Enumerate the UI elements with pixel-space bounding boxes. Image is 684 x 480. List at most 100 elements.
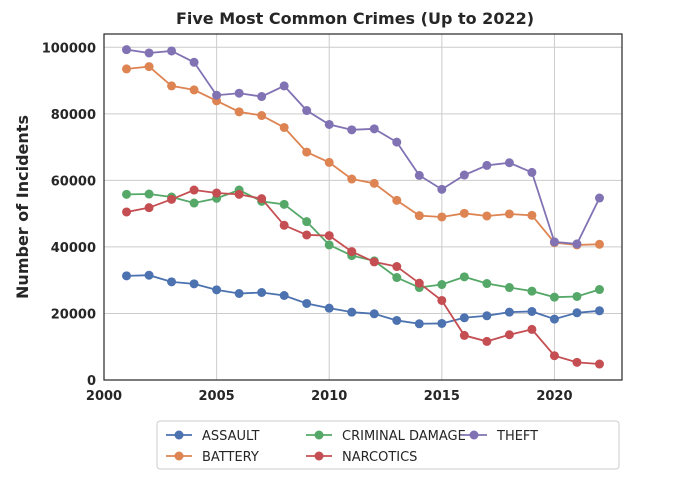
legend-label: CRIMINAL DAMAGE [342,429,466,444]
data-point-assault [324,303,334,313]
data-point-theft [347,125,357,135]
series-line-criminal-damage [126,189,600,299]
data-point-theft [392,137,402,147]
series-assault [122,270,604,329]
y-tick-label: 0 [87,374,96,389]
data-point-criminal-damage [189,198,199,208]
data-point-criminal-damage [392,273,402,283]
data-point-theft [234,88,244,98]
plot-frame [103,33,623,381]
data-point-battery [234,107,244,117]
data-point-assault [527,306,537,316]
data-point-criminal-damage [504,283,514,293]
data-point-narcotics [392,262,402,272]
legend-marker-dot [469,430,479,440]
series-lines [122,45,604,369]
series-theft [122,45,604,249]
legend-label: THEFT [496,429,538,444]
data-point-narcotics [257,194,267,204]
data-point-battery [594,239,604,249]
data-point-battery [144,62,154,72]
legend-marker-dot [174,451,184,461]
data-point-criminal-damage [324,240,334,250]
data-point-assault [437,318,447,328]
data-point-battery [324,157,334,167]
data-point-assault [212,285,222,295]
series-battery [122,62,604,250]
data-point-narcotics [437,295,447,305]
legend-item-criminal-damage: CRIMINAL DAMAGE [306,429,466,444]
data-point-theft [549,237,559,247]
data-point-theft [189,57,199,67]
x-tick-labels: 2000 2005 2010 2015 2020 [86,389,573,404]
data-point-theft [369,124,379,134]
data-point-narcotics [594,359,604,369]
data-point-theft [257,92,267,102]
data-point-theft [437,184,447,194]
y-tick-label: 40000 [51,241,96,256]
data-point-assault [347,307,357,317]
legend-marker-dot [314,430,324,440]
data-point-narcotics [279,220,289,230]
x-tick-label: 2015 [424,389,460,404]
data-point-assault [594,306,604,316]
y-tick-label: 80000 [51,108,96,123]
data-point-theft [414,170,424,180]
data-point-criminal-damage [144,189,154,199]
data-point-narcotics [212,188,222,198]
legend-item-theft: THEFT [461,429,538,444]
data-point-narcotics [504,330,514,340]
data-point-battery [504,209,514,219]
data-point-narcotics [369,257,379,267]
data-point-narcotics [347,247,357,257]
data-point-narcotics [144,203,154,213]
data-point-criminal-damage [549,292,559,302]
data-point-assault [167,277,177,287]
y-tick-label: 20000 [51,307,96,322]
data-point-theft [279,81,289,91]
series-narcotics [122,185,604,369]
legend: ASSAULT BATTERY CRIMINAL DAMAGE NARCOTICS TH… [156,420,620,470]
data-point-battery [482,211,492,221]
data-point-battery [437,212,447,222]
data-point-battery [347,174,357,184]
data-point-assault [144,270,154,280]
data-point-assault [369,309,379,319]
data-point-battery [167,81,177,91]
data-point-battery [189,85,199,95]
legend-label: NARCOTICS [342,450,417,465]
data-point-theft [527,167,537,177]
data-point-battery [369,178,379,188]
data-point-assault [302,298,312,308]
chart-title: Five Most Common Crimes (Up to 2022) [176,9,534,28]
x-tick-label: 2010 [311,389,347,404]
grid-lines [103,34,622,381]
legend-frame [156,420,620,470]
data-point-theft [504,158,514,168]
data-point-theft [324,119,334,129]
data-point-criminal-damage [459,272,469,282]
data-point-theft [572,239,582,249]
data-point-criminal-damage [279,199,289,209]
legend-item-battery: BATTERY [166,450,259,465]
data-point-criminal-damage [527,286,537,296]
data-point-assault [482,311,492,321]
data-point-narcotics [324,231,334,241]
data-point-narcotics [459,330,469,340]
data-point-theft [302,106,312,116]
data-point-criminal-damage [594,285,604,295]
legend-label: ASSAULT [202,429,259,444]
series-line-battery [126,65,600,246]
data-point-assault [257,288,267,298]
y-tick-label: 60000 [51,174,96,189]
data-point-assault [459,313,469,323]
data-point-theft [167,46,177,56]
data-point-narcotics [549,351,559,361]
legend-marker-dot [174,430,184,440]
data-point-narcotics [189,185,199,195]
data-point-theft [212,90,222,100]
data-point-assault [504,307,514,317]
data-point-criminal-damage [122,189,132,199]
data-point-narcotics [414,278,424,288]
data-point-theft [594,193,604,203]
